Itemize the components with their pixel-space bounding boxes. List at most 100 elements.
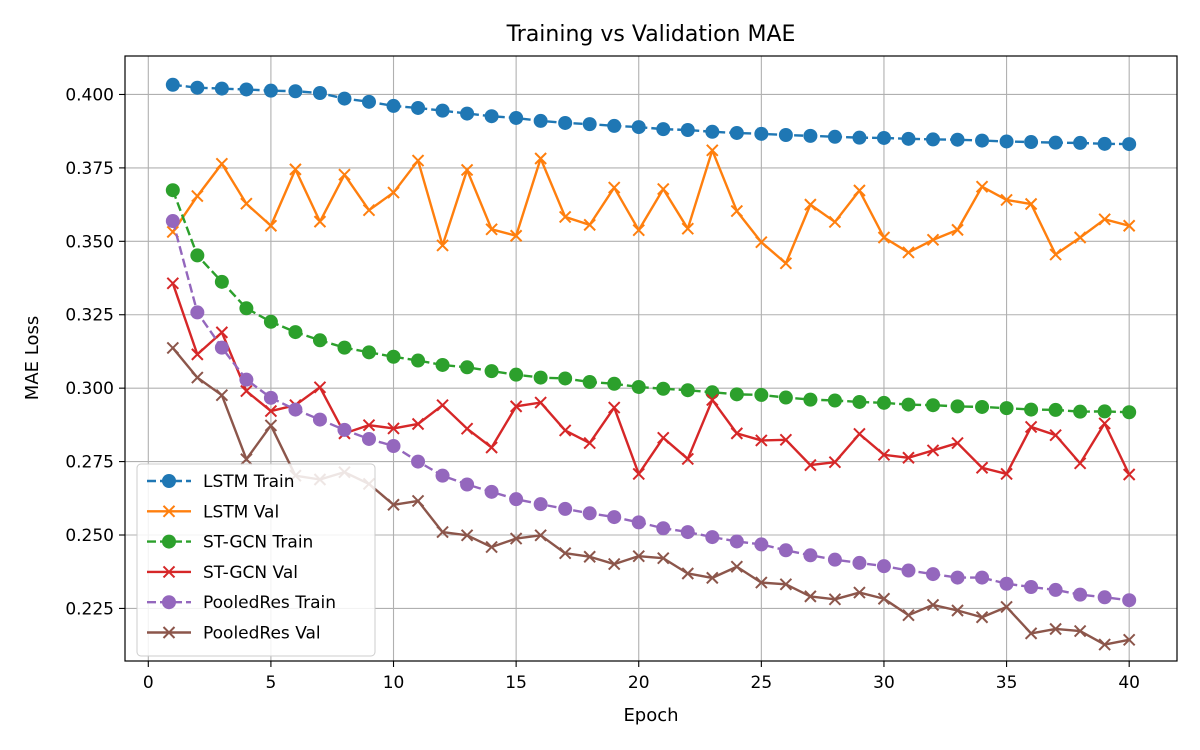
data-point [214,81,229,96]
data-point [608,401,621,414]
data-point [999,401,1014,416]
data-point [876,130,891,145]
data-point [436,239,449,252]
data-point [827,393,842,408]
data-point [706,144,719,157]
data-point [509,110,524,125]
data-point [1097,136,1112,151]
legend-label: PooledRes Train [203,593,336,613]
data-point [1024,579,1039,594]
data-point [558,115,573,130]
series-line [171,189,1130,414]
x-tick-label: 30 [873,673,895,693]
data-point [558,210,572,224]
data-point [191,189,204,203]
data-point [190,305,205,320]
data-point [853,586,866,599]
data-point [288,402,303,417]
y-axis-label: MAE Loss [22,316,43,400]
data-point [1122,593,1137,608]
data-point [533,370,548,385]
data-point [754,126,769,141]
data-point [485,441,498,454]
data-point [558,371,573,386]
data-point [950,132,965,147]
data-point [681,567,694,580]
data-point [509,229,523,242]
x-tick-label: 15 [505,673,527,693]
data-point [313,215,327,228]
data-point [533,497,548,512]
data-point [215,157,229,170]
data-point [828,593,842,606]
data-point [950,570,965,585]
data-point [337,340,352,355]
data-point [289,163,302,176]
data-point [608,557,621,571]
x-tick-label: 20 [628,673,650,693]
data-point [975,133,990,148]
data-point [803,128,818,143]
data-point [1122,405,1137,420]
data-point [190,248,205,263]
data-point [1024,402,1039,417]
data-point [680,383,695,398]
data-point [1122,137,1137,152]
series-lstm-train [165,77,1137,152]
data-point [1122,219,1136,232]
data-point [411,353,426,368]
legend-label: PooledRes Val [203,624,321,644]
data-point [1098,417,1111,430]
data-point [165,214,180,229]
plot-frame [124,55,1178,662]
data-point [263,83,278,98]
data-point [631,120,646,135]
data-point [730,204,744,218]
data-point [166,277,180,290]
legend-item: PooledRes Val [147,624,321,644]
data-point [1073,587,1088,602]
x-tick-label: 5 [265,673,276,693]
data-point [361,94,376,109]
data-point [779,433,793,447]
data-point [926,233,940,247]
x-tick-label: 40 [1118,673,1140,693]
data-point [215,389,229,402]
data-point [754,537,769,552]
data-point [1048,582,1063,597]
data-point [534,529,547,542]
x-tick-label: 25 [751,673,773,693]
data-point [534,152,547,165]
data-point [411,154,425,167]
data-point [509,492,524,507]
data-point [632,223,645,237]
data-point [411,454,426,469]
data-point [411,100,426,115]
data-point [165,183,180,198]
data-point [926,598,940,612]
data-point [754,387,769,402]
data-point [951,436,964,450]
data-point [533,113,548,128]
data-point [926,567,941,582]
data-point [755,235,768,249]
legend-label: ST-GCN Train [203,533,313,553]
data-point [827,552,842,567]
data-point [877,448,891,462]
data-point [1073,457,1087,470]
data-point [239,301,254,316]
data-point [657,182,670,196]
data-point [608,181,621,194]
legend-marker [162,626,176,639]
data-point [999,134,1014,149]
data-point [1024,420,1038,434]
data-point [337,91,352,106]
data-point [411,494,425,508]
legend-box [136,463,376,657]
legend-item: PooledRes Train [147,593,336,613]
data-point [975,461,989,474]
legend-label: LSTM Train [203,472,295,492]
legend-marker [162,534,176,549]
data-point [240,384,253,398]
